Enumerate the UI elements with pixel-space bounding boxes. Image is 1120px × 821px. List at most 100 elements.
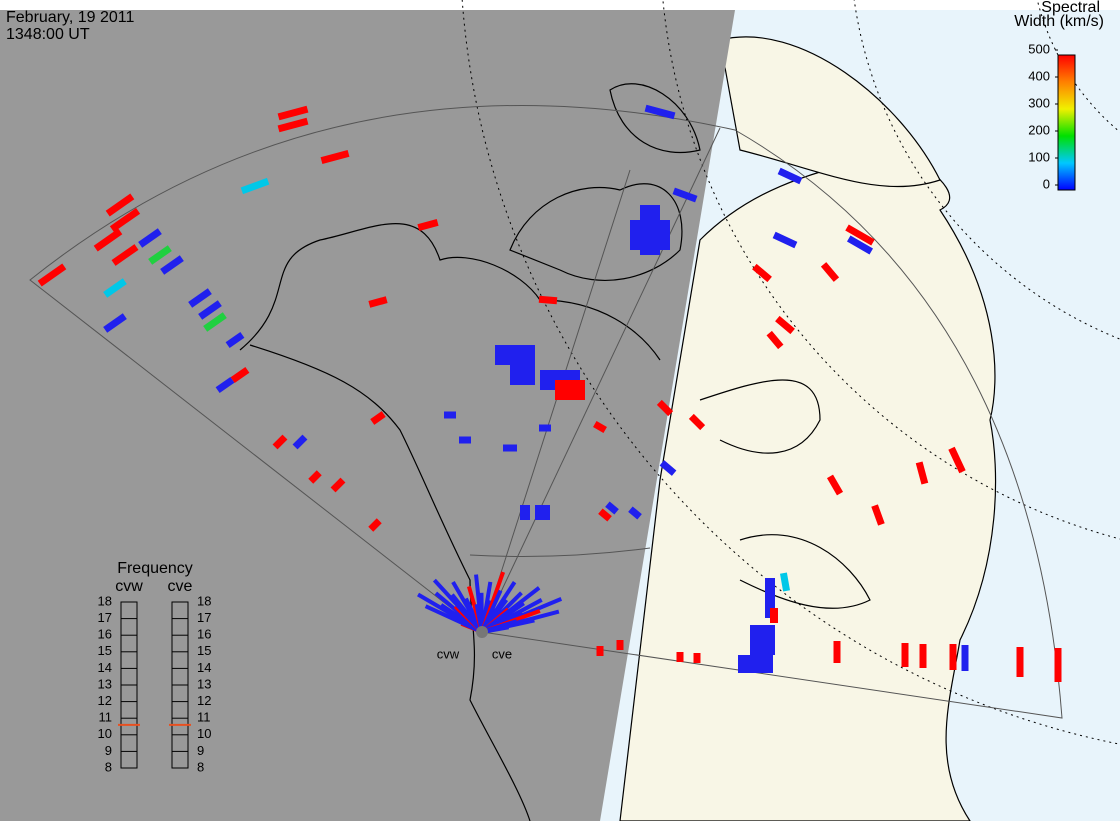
radar-cell <box>871 504 885 526</box>
radar-cell <box>845 224 875 246</box>
radar-cell <box>198 300 222 320</box>
colorbar-tick-label: 500 <box>1028 41 1050 56</box>
radar-cell <box>109 207 141 233</box>
radar-cell <box>368 296 388 308</box>
radar-cell <box>230 366 250 384</box>
radar-cell <box>37 263 67 287</box>
radar-cell <box>188 288 212 308</box>
radar-cell <box>535 505 550 520</box>
radar-cell <box>320 149 350 165</box>
radar-cell <box>919 644 927 668</box>
station-label: cve <box>492 646 512 661</box>
time: 1348:00 UT <box>6 26 90 43</box>
colorbar-tick-label: 300 <box>1028 95 1050 110</box>
frequency-tick-label: 17 <box>197 610 211 625</box>
frequency-tick-label: 12 <box>197 693 211 708</box>
frequency-tick-label: 9 <box>197 743 204 758</box>
radar-cell <box>593 420 607 434</box>
radar-cell <box>693 653 701 663</box>
radar-cell <box>520 505 530 520</box>
radar-cell <box>330 477 346 493</box>
frequency-tick-label: 15 <box>197 643 211 658</box>
radar-cell <box>961 645 969 671</box>
radar-cell <box>368 518 382 532</box>
radar-cell <box>93 228 123 252</box>
radar-cell <box>103 278 127 298</box>
radar-cell <box>277 105 309 121</box>
date: February, 19 2011 <box>6 9 134 26</box>
radar-cell <box>752 263 772 283</box>
frequency-tick-label: 15 <box>98 643 112 658</box>
radar-cell <box>1016 647 1024 677</box>
radar-cell <box>225 331 245 349</box>
radar-cell <box>775 315 795 335</box>
radar-cell <box>277 117 309 133</box>
radar-cell <box>949 644 957 670</box>
radar-cell <box>503 444 517 452</box>
frequency-tick-label: 11 <box>99 710 113 725</box>
frequency-tick-label: 18 <box>197 593 211 608</box>
radar-cell <box>555 380 585 400</box>
frequency-tick-label: 8 <box>197 759 204 774</box>
radar-cell <box>605 501 619 515</box>
radar-cell <box>292 434 308 450</box>
radar-cell <box>772 231 798 249</box>
radar-cell <box>656 399 674 417</box>
frequency-tick-label: 12 <box>98 693 112 708</box>
colorbar-tick-label: 400 <box>1028 68 1050 83</box>
radar-cell <box>630 220 670 250</box>
radar-cell <box>148 245 172 265</box>
radar-cell <box>833 641 841 663</box>
radar-cell <box>659 460 677 476</box>
radar-cell <box>766 330 784 350</box>
frequency-tick-label: 10 <box>197 726 211 741</box>
colorbar-title: Width (km/s) <box>1014 13 1104 30</box>
frequency-tick-label: 8 <box>105 759 112 774</box>
radar-cell <box>676 652 684 662</box>
radar-name: cvw <box>115 578 143 595</box>
frequency-tick-label: 11 <box>197 710 211 725</box>
radar-cell <box>628 506 642 520</box>
radar-cell <box>901 643 909 667</box>
radar-cell <box>598 508 612 522</box>
radar-cell <box>770 608 778 623</box>
radar-cell <box>203 312 227 332</box>
radar-cell <box>820 262 840 282</box>
radar-cell <box>672 187 698 203</box>
radar-cell <box>738 655 773 673</box>
radar-name: cve <box>168 578 193 595</box>
radar-cell <box>308 470 322 484</box>
radar-cell <box>370 411 386 425</box>
radar-cell <box>948 446 966 474</box>
greenland <box>719 36 941 188</box>
radar-cell <box>538 295 558 305</box>
colorbar-tick-label: 100 <box>1028 149 1050 164</box>
frequency-tick-label: 13 <box>98 676 112 691</box>
frequency-tick-label: 13 <box>197 676 211 691</box>
colorbar <box>1057 54 1076 191</box>
frequency-title: Frequency <box>117 560 193 577</box>
radar-cell <box>160 255 184 275</box>
colorbar-tick-label: 0 <box>1043 176 1050 191</box>
radar-cell <box>539 424 551 432</box>
frequency-tick-label: 16 <box>98 627 112 642</box>
frequency-tick-label: 14 <box>197 660 211 675</box>
frequency-tick-label: 10 <box>98 726 112 741</box>
frequency-tick-label: 18 <box>98 593 112 608</box>
radar-cell <box>779 572 791 592</box>
radar-cell <box>688 413 706 431</box>
frequency-tick-label: 17 <box>98 610 112 625</box>
radar-cell <box>215 376 235 394</box>
radar-cell <box>105 193 135 217</box>
radar-cell <box>459 436 471 444</box>
frequency-tick-label: 14 <box>98 660 112 675</box>
radar-cell <box>1054 648 1062 682</box>
radar-cell <box>915 461 929 485</box>
radar-cell <box>750 625 775 655</box>
radar-cell <box>777 167 803 185</box>
coastlines <box>239 83 871 821</box>
radar-cell <box>616 640 624 650</box>
radar-cell <box>444 411 456 419</box>
station-marker <box>476 626 488 638</box>
